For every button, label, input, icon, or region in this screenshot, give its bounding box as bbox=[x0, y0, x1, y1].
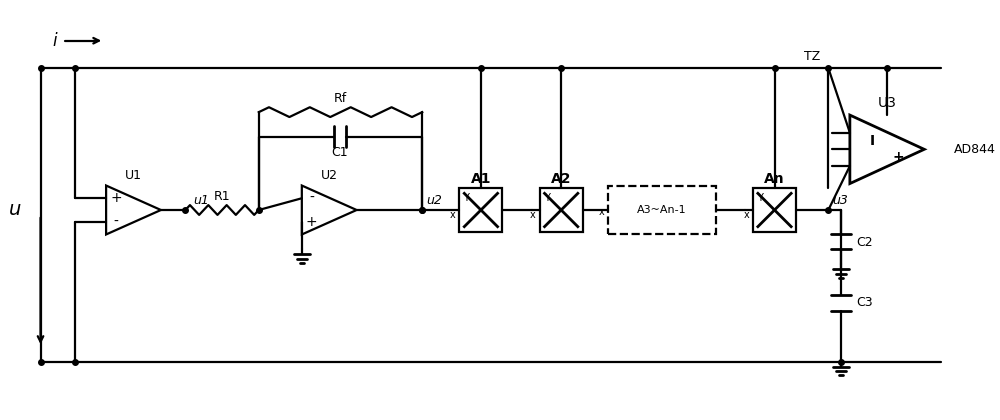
Text: A3~An-1: A3~An-1 bbox=[637, 205, 687, 215]
Text: U1: U1 bbox=[125, 169, 142, 182]
Text: -: - bbox=[309, 191, 314, 205]
Text: u: u bbox=[9, 200, 21, 220]
Text: R1: R1 bbox=[214, 190, 231, 203]
Text: x: x bbox=[743, 210, 749, 220]
Text: i: i bbox=[52, 32, 57, 50]
Text: x: x bbox=[450, 210, 455, 220]
Bar bbox=[753, 189, 796, 231]
Text: C3: C3 bbox=[857, 297, 873, 310]
Text: +: + bbox=[893, 150, 905, 164]
Text: I: I bbox=[870, 134, 875, 149]
Text: u3: u3 bbox=[832, 194, 848, 207]
Bar bbox=[540, 189, 583, 231]
Bar bbox=[608, 186, 716, 234]
Text: x: x bbox=[598, 207, 604, 217]
Text: TZ: TZ bbox=[804, 50, 821, 63]
Text: -: - bbox=[113, 215, 118, 229]
Text: x: x bbox=[530, 210, 536, 220]
Text: AD844: AD844 bbox=[954, 143, 995, 156]
Text: Y: Y bbox=[757, 193, 763, 203]
Text: U3: U3 bbox=[878, 96, 896, 110]
Text: A2: A2 bbox=[551, 172, 571, 186]
Text: u1: u1 bbox=[193, 194, 209, 207]
Text: Y: Y bbox=[544, 193, 549, 203]
Text: U2: U2 bbox=[321, 169, 338, 182]
Text: C2: C2 bbox=[857, 236, 873, 249]
Text: u2: u2 bbox=[426, 194, 442, 207]
Text: C1: C1 bbox=[332, 146, 348, 159]
Bar bbox=[459, 189, 502, 231]
Text: +: + bbox=[110, 191, 122, 205]
Text: Rf: Rf bbox=[333, 92, 347, 105]
Text: An: An bbox=[764, 172, 785, 186]
Text: Y: Y bbox=[463, 193, 469, 203]
Text: +: + bbox=[306, 215, 317, 229]
Text: A1: A1 bbox=[471, 172, 491, 186]
